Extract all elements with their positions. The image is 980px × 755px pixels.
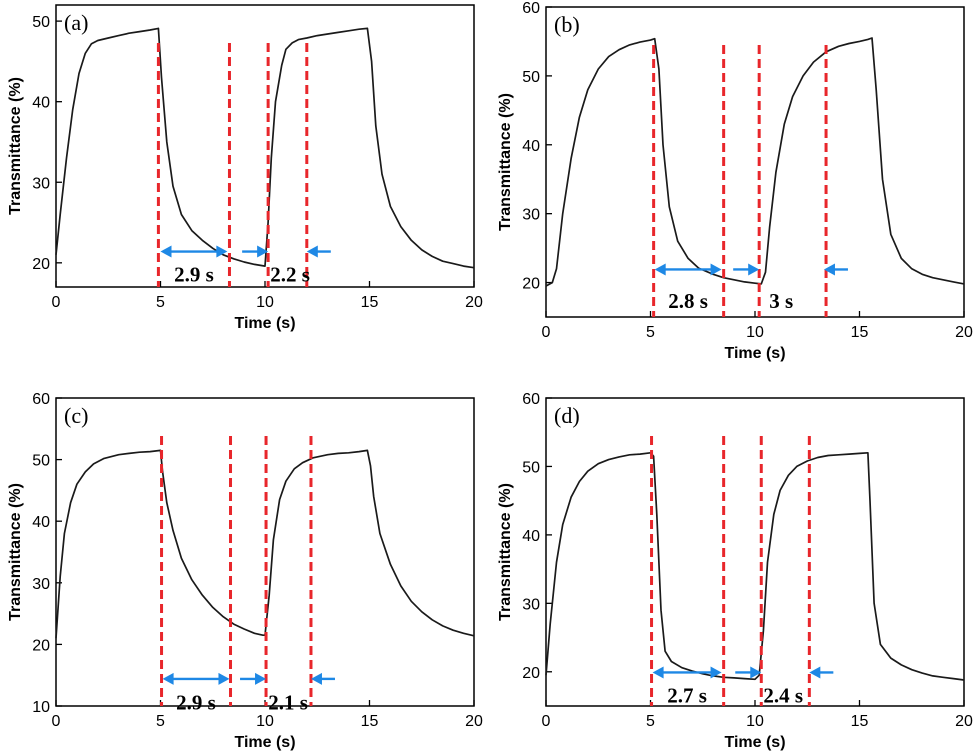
y-tick-label: 20 xyxy=(32,256,50,273)
interval-label: 2.1 s xyxy=(268,691,308,715)
plot-frame xyxy=(55,4,475,288)
interval-label: 2.9 s xyxy=(174,263,214,287)
chart-panel: 0 5 10 15 20 10 20 30 40 50 60 Time (s) Transmittanc… xyxy=(7,391,483,751)
panel-label: (a) xyxy=(64,10,88,35)
interval-arrow-head xyxy=(710,666,722,679)
interval-arrow-head xyxy=(823,263,835,276)
chart-panel: 0 5 10 15 20 20 30 40 50 Time (s) Transmittance (%… xyxy=(7,4,483,332)
interval-arrow-head xyxy=(216,245,228,258)
x-tick-label: 20 xyxy=(955,324,973,341)
interval-label: 2.4 s xyxy=(763,683,803,707)
x-tick-label: 15 xyxy=(851,324,869,341)
y-tick-label: 20 xyxy=(522,276,540,293)
y-tick-label: 20 xyxy=(522,665,540,682)
panel-label: (c) xyxy=(64,403,88,428)
x-tick-label: 15 xyxy=(361,713,379,730)
interval-label: 2.2 s xyxy=(270,263,310,287)
y-tick-label: 30 xyxy=(522,596,540,613)
interval-label: 2.7 s xyxy=(667,683,707,707)
panel-label: (d) xyxy=(554,403,580,428)
y-axis-title: Transmittance (%) xyxy=(7,77,24,215)
y-tick-label: 40 xyxy=(522,138,540,155)
x-tick-label: 20 xyxy=(465,294,483,311)
interval-arrow-head xyxy=(710,263,722,276)
x-tick-label: 10 xyxy=(746,324,764,341)
y-tick-label: 40 xyxy=(32,95,50,112)
x-tick-label: 20 xyxy=(465,713,483,730)
y-tick-label: 30 xyxy=(32,576,50,593)
x-tick-label: 0 xyxy=(52,713,61,730)
y-axis-title: Transmittance (%) xyxy=(7,483,24,621)
x-tick-label: 0 xyxy=(542,324,551,341)
x-tick-label: 5 xyxy=(646,713,655,730)
transmittance-curve xyxy=(55,449,475,639)
x-tick-label: 5 xyxy=(646,324,655,341)
y-axis-title: Transmittance (%) xyxy=(497,93,514,231)
interval-arrow-head xyxy=(809,666,821,679)
y-tick-label: 50 xyxy=(522,69,540,86)
y-axis-title: Transmittance (%) xyxy=(497,483,514,621)
y-tick-label: 20 xyxy=(32,637,50,654)
x-tick-label: 0 xyxy=(542,713,551,730)
transmittance-curve xyxy=(545,37,965,287)
interval-arrow-head xyxy=(257,245,269,258)
y-tick-label: 50 xyxy=(32,453,50,470)
x-axis-title: Time (s) xyxy=(724,734,785,751)
plot-frame xyxy=(545,397,965,707)
interval-arrow-head xyxy=(160,245,172,258)
chart-panel: 0 5 10 15 20 20 30 40 50 60 Time (s) Transmittance … xyxy=(497,0,973,362)
x-tick-label: 10 xyxy=(256,294,274,311)
y-tick-label: 30 xyxy=(32,175,50,192)
y-tick-label: 60 xyxy=(522,391,540,408)
interval-arrow-head xyxy=(654,263,666,276)
x-tick-label: 15 xyxy=(361,294,379,311)
x-tick-label: 5 xyxy=(156,713,165,730)
interval-arrow-head xyxy=(255,672,267,685)
x-tick-label: 10 xyxy=(256,713,274,730)
y-tick-label: 60 xyxy=(32,391,50,408)
chart-panel: 0 5 10 15 20 20 30 40 50 60 Time (s) Transmittance … xyxy=(497,391,973,751)
y-tick-label: 60 xyxy=(522,0,540,17)
interval-label: 3 s xyxy=(769,289,793,313)
y-tick-label: 30 xyxy=(522,207,540,224)
interval-arrow-head xyxy=(310,672,322,685)
y-tick-label: 10 xyxy=(32,699,50,716)
interval-arrow-head xyxy=(162,672,174,685)
x-tick-label: 10 xyxy=(746,713,764,730)
x-tick-label: 5 xyxy=(156,294,165,311)
y-tick-label: 50 xyxy=(522,459,540,476)
interval-arrow-head xyxy=(218,672,230,685)
interval-label: 2.8 s xyxy=(668,289,708,313)
x-axis-title: Time (s) xyxy=(724,345,785,362)
interval-arrow-head xyxy=(306,245,318,258)
x-tick-label: 15 xyxy=(851,713,869,730)
interval-arrow-head xyxy=(750,666,762,679)
x-axis-title: Time (s) xyxy=(234,734,295,751)
panel-label: (b) xyxy=(554,12,580,37)
interval-arrow-head xyxy=(652,666,664,679)
interval-label: 2.9 s xyxy=(176,691,216,715)
x-tick-label: 20 xyxy=(955,713,973,730)
transmittance-curve xyxy=(55,27,475,269)
interval-arrow-head xyxy=(748,263,760,276)
x-tick-label: 0 xyxy=(52,294,61,311)
y-tick-label: 40 xyxy=(522,528,540,545)
x-axis-title: Time (s) xyxy=(234,315,295,332)
y-tick-label: 50 xyxy=(32,14,50,31)
y-tick-label: 40 xyxy=(32,514,50,531)
transmittance-curve xyxy=(545,451,965,681)
